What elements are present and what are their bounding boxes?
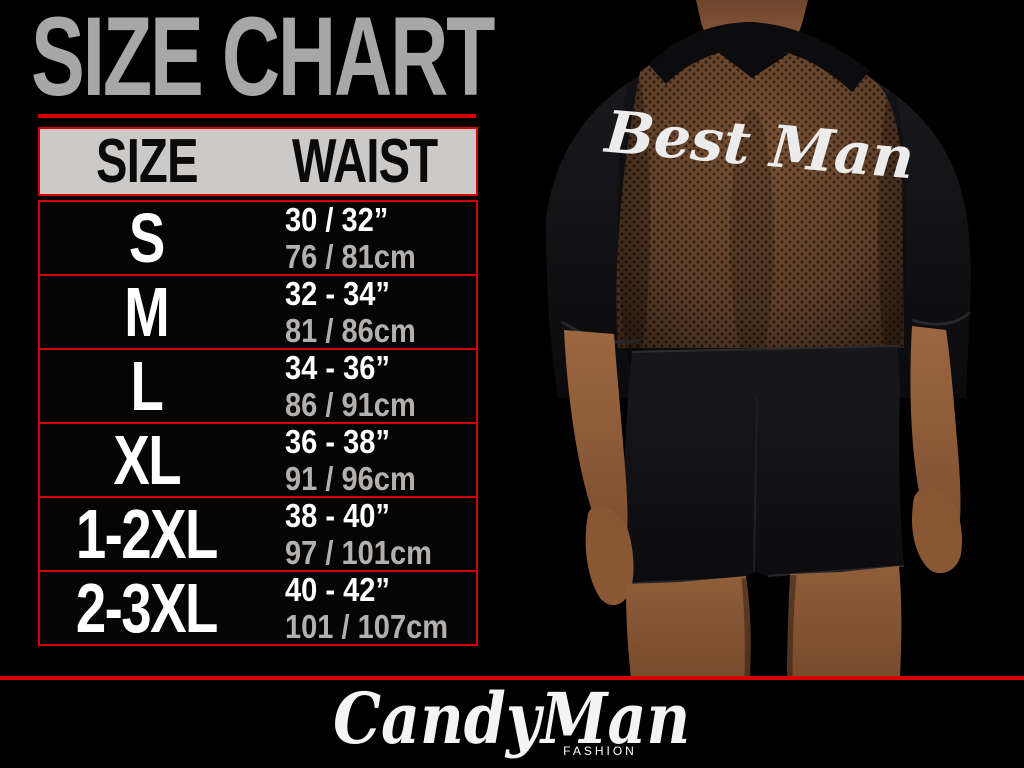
table-row: S 30 / 32” 76 / 81cm: [38, 200, 478, 276]
robe-collar-vee: [718, 46, 788, 78]
belt-top-seam: [631, 345, 899, 353]
robe-skirt: [616, 392, 904, 584]
right-leg-inner-shadow: [783, 574, 797, 678]
brand-name: CandyMan: [333, 677, 691, 760]
size-label: S: [129, 199, 165, 277]
mesh-edge-shadow-right: [878, 90, 906, 370]
mesh-dot-texture: [616, 29, 904, 349]
footer-divider-line: [0, 676, 1024, 680]
waist-inches-value: 38 - 40”: [285, 497, 390, 534]
size-column-header: SIZE: [95, 127, 198, 196]
waist-column-header: WAIST: [291, 127, 438, 196]
brand-logo: CandyMan FASHION: [0, 677, 1024, 760]
waist-cm-value: 86 / 91cm: [285, 386, 416, 423]
size-label: 2-3XL: [76, 569, 218, 647]
table-row: 1-2XL 38 - 40” 97 / 101cm: [38, 496, 478, 572]
left-forearm: [564, 330, 628, 553]
table-row: XL 36 - 38” 91 / 96cm: [38, 422, 478, 498]
robe-collar: [648, 22, 870, 92]
table-header-row: SIZE WAIST: [38, 127, 478, 196]
left-hand: [585, 506, 634, 606]
title-underline: [38, 114, 476, 118]
skirt-center-seam: [753, 397, 758, 573]
waist-inches-value: 34 - 36”: [285, 349, 390, 386]
table-row: M 32 - 34” 81 / 86cm: [38, 274, 478, 350]
waist-cm-value: 101 / 107cm: [285, 608, 449, 645]
waist-inches-value: 40 - 42”: [285, 571, 390, 608]
right-leg: [787, 566, 902, 678]
page-title: SIZE CHART: [31, 0, 495, 119]
size-table: SIZE WAIST S 30 / 32” 76 / 81cm M 32 - 3…: [38, 127, 478, 646]
right-hand: [911, 487, 962, 574]
waist-cm-value: 81 / 86cm: [285, 312, 416, 349]
waist-cm-value: 76 / 81cm: [285, 238, 416, 275]
table-row: L 34 - 36” 86 / 91cm: [38, 348, 478, 424]
waist-inches-value: 32 - 34”: [285, 275, 390, 312]
robe-belt: [628, 346, 900, 396]
mesh-spine-shadow: [730, 110, 774, 370]
right-sleeve-cuff: [911, 310, 972, 326]
size-label: XL: [113, 421, 181, 499]
size-label: L: [130, 347, 164, 425]
waist-inches-value: 36 - 38”: [285, 423, 390, 460]
left-leg: [626, 576, 751, 678]
table-body: S 30 / 32” 76 / 81cm M 32 - 34” 81 / 86c…: [38, 200, 478, 646]
waist-cm-value: 91 / 96cm: [285, 460, 416, 497]
waist-inches-value: 30 / 32”: [285, 201, 389, 238]
mesh-edge-shadow-left: [618, 70, 650, 370]
waist-cm-value: 97 / 101cm: [285, 534, 432, 571]
size-label: M: [124, 273, 170, 351]
table-row: 2-3XL 40 - 42” 101 / 107cm: [38, 570, 478, 646]
product-photo: Best Man: [546, 0, 972, 678]
left-leg-inner-shadow: [741, 577, 754, 678]
size-label: 1-2XL: [76, 495, 218, 573]
brand-tagline: FASHION: [563, 744, 637, 758]
